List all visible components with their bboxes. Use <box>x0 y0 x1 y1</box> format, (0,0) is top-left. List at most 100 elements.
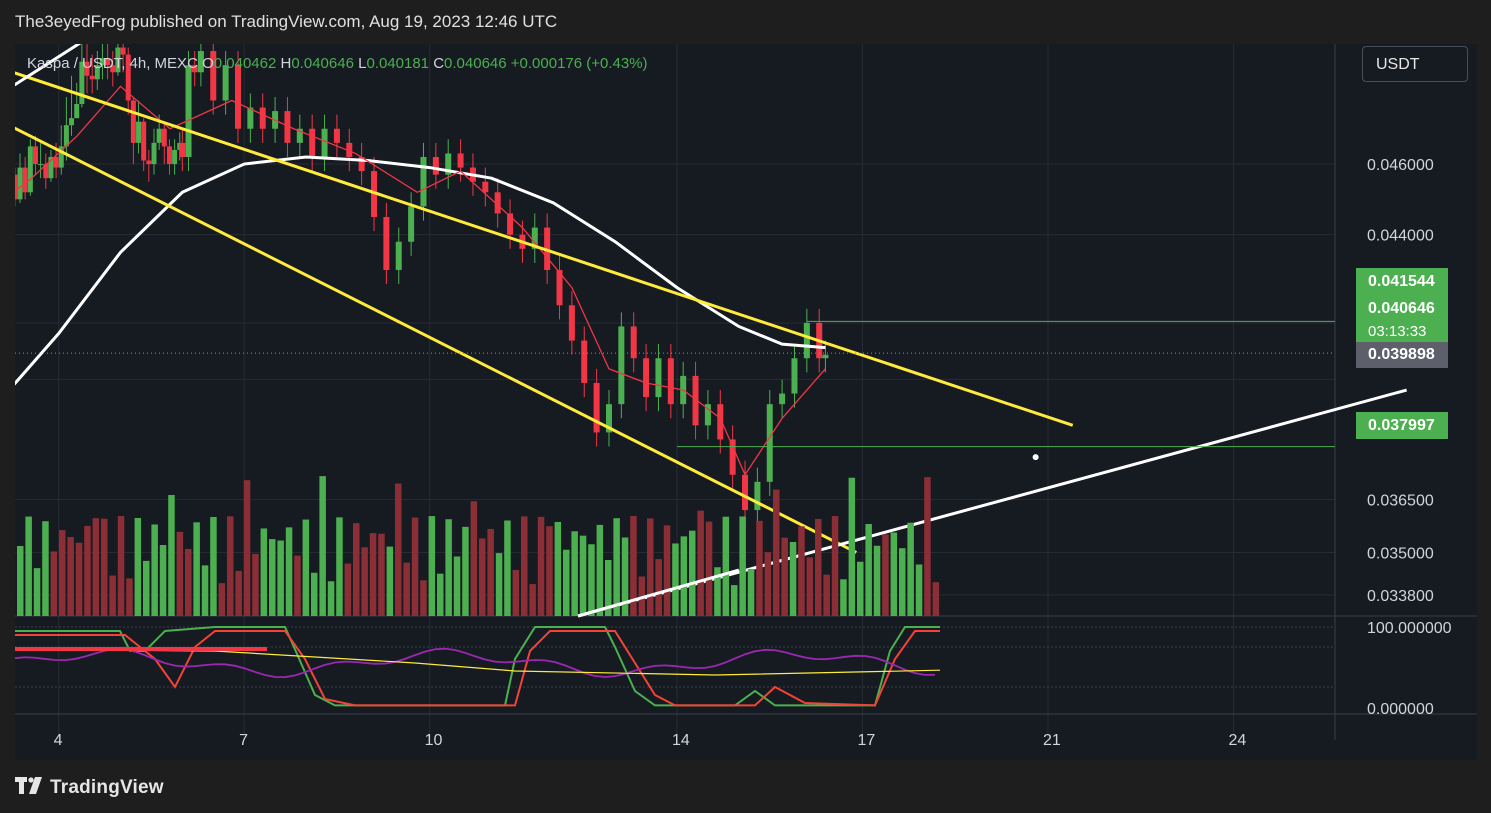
open-value: 0.040462 <box>213 55 277 72</box>
volume-bar <box>823 574 830 616</box>
volume-bar <box>17 546 24 616</box>
currency-selector[interactable]: USDT <box>1362 46 1468 82</box>
candle-body <box>432 156 439 175</box>
candle-body <box>494 192 501 214</box>
candles <box>15 44 829 525</box>
volume-bar <box>781 537 788 616</box>
grid <box>15 44 1335 740</box>
volume-bar <box>101 518 108 616</box>
candle-body <box>185 65 192 157</box>
candle-body <box>89 75 95 80</box>
volume-bar <box>168 495 175 616</box>
volume-bar <box>890 532 898 616</box>
volume-bars <box>17 476 940 616</box>
volume-bar <box>369 533 377 616</box>
volume-bar <box>193 522 200 616</box>
candle-body <box>58 146 64 168</box>
candle-body <box>136 121 142 143</box>
candle-body <box>156 128 162 143</box>
volume-bar <box>865 524 872 616</box>
time-axis-label: 7 <box>239 732 248 749</box>
candle-body <box>79 61 85 105</box>
candle-body <box>38 164 44 166</box>
candle-body <box>507 213 514 235</box>
volume-bar <box>50 551 58 616</box>
time-axis-label: 17 <box>858 732 876 749</box>
volume-bar <box>218 583 226 616</box>
candle-body <box>408 206 415 242</box>
osc-k-line <box>15 626 940 707</box>
volume-bar <box>294 555 301 616</box>
publish-header: The3eyedFrog published on TradingView.co… <box>0 0 1491 44</box>
candle-body <box>531 227 538 249</box>
candle-body <box>630 326 637 359</box>
price-axis: 0.046000 0.044000 0.036500 0.035000 0.033800… <box>1367 157 1452 718</box>
osc-overbought-band <box>15 647 267 651</box>
volume-bar <box>697 510 704 616</box>
trendline-lower-yellow <box>15 126 857 554</box>
volume-bar <box>932 582 940 616</box>
volume-bar <box>134 517 142 616</box>
volume-bar <box>277 540 284 616</box>
price-axis-label: 0.046000 <box>1367 157 1434 174</box>
candle-body <box>146 160 152 165</box>
volume-bar <box>411 517 419 616</box>
candle-body <box>655 358 662 398</box>
volume-bar <box>378 533 385 616</box>
volume-bar <box>420 580 427 616</box>
volume-bar <box>336 517 343 616</box>
volume-bar <box>42 521 49 616</box>
chart-canvas[interactable]: 0.046000 0.044000 0.036500 0.035000 0.033800… <box>15 44 1477 760</box>
trendline-white-top <box>15 44 82 87</box>
candle-body <box>333 128 340 143</box>
price-tag-last: 0.040646 <box>1356 296 1448 321</box>
time-axis-label: 21 <box>1043 732 1061 749</box>
marker-dot <box>1032 454 1039 461</box>
volume-bar <box>353 523 360 616</box>
candle-body <box>94 65 100 80</box>
close-value: 0.040646 <box>444 55 507 72</box>
candle-body <box>43 164 49 179</box>
time-axis-label: 10 <box>425 732 443 749</box>
volume-bar <box>319 476 326 616</box>
volume-bar <box>479 538 486 616</box>
candle-body <box>69 118 75 126</box>
volume-bar <box>571 531 578 616</box>
volume-bar <box>672 543 679 616</box>
candle-body <box>210 51 217 101</box>
volume-bar <box>605 560 612 616</box>
candle-body <box>115 47 121 73</box>
candle-body <box>53 156 59 168</box>
chart-frame[interactable]: 0.046000 0.044000 0.036500 0.035000 0.033800… <box>15 44 1477 760</box>
price-tag-crosshair: 0.039898 <box>1356 342 1448 368</box>
candle-body <box>17 167 23 200</box>
volume-bar <box>59 530 66 616</box>
volume-bar <box>537 516 545 616</box>
volume-bar <box>495 553 503 616</box>
candle-body <box>110 65 116 73</box>
volume-bar <box>75 542 83 616</box>
candle-body <box>151 142 157 165</box>
volume-bar <box>453 556 461 616</box>
volume-bar <box>798 526 805 616</box>
volume-bar <box>613 518 620 616</box>
candle-body <box>445 153 452 175</box>
volume-bar <box>647 518 654 616</box>
tradingview-footer[interactable]: TradingView <box>15 773 315 801</box>
candle-body <box>296 128 303 143</box>
volume-bar <box>327 581 335 616</box>
osc-axis-label: 100.000000 <box>1367 620 1452 637</box>
candle-body <box>568 305 575 341</box>
low-label: L <box>358 55 367 72</box>
candle-body <box>822 354 829 359</box>
volume-bar <box>462 526 469 616</box>
volume-bar <box>764 552 772 616</box>
publish-text: The3eyedFrog published on TradingView.co… <box>15 12 558 31</box>
candle-body <box>346 142 353 157</box>
candle-body <box>32 146 38 165</box>
volume-bar <box>907 522 914 616</box>
candle-body <box>754 481 761 511</box>
candle-body <box>259 107 266 129</box>
candle-body <box>120 47 126 55</box>
symbol-legend: Kaspa / USDT, 4h, MEXC O0.040462 H0.0406… <box>27 55 648 72</box>
